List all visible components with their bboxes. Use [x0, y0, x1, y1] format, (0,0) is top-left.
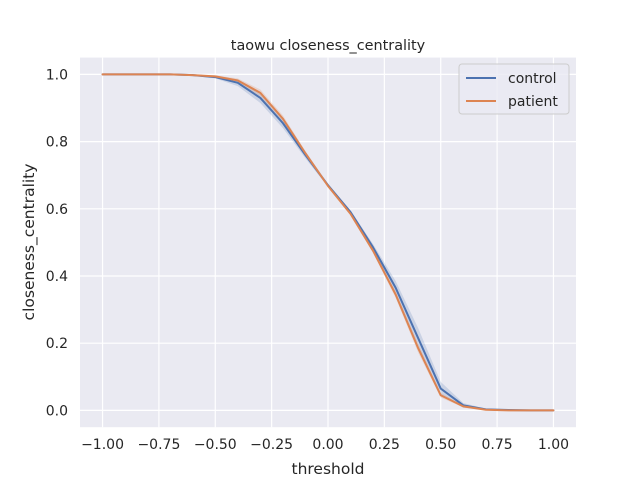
y-tick-label: 0.2	[46, 336, 68, 352]
x-tick-label: 0.00	[312, 437, 343, 453]
legend-label-patient: patient	[508, 94, 558, 110]
x-tick-label: −1.00	[81, 437, 124, 453]
x-tick-label: −0.50	[194, 437, 237, 453]
x-tick-label: 0.50	[425, 437, 456, 453]
y-tick-label: 0.8	[46, 135, 68, 151]
x-tick-label: 0.75	[482, 437, 513, 453]
y-axis-ticks: 0.0 0.2 0.4 0.6 0.8 1.0	[46, 67, 68, 419]
series-lines	[101, 73, 555, 412]
x-axis-ticks: −1.00 −0.75 −0.50 −0.25 0.00 0.25 0.50 0.75 1.00	[81, 437, 569, 453]
x-axis-label: threshold	[292, 460, 365, 478]
legend-label-control: control	[508, 71, 557, 87]
x-tick-label: 0.25	[369, 437, 400, 453]
chart-title: taowu closeness_centrality	[231, 38, 426, 54]
y-tick-label: 1.0	[46, 67, 68, 83]
x-tick-label: −0.75	[137, 437, 180, 453]
x-tick-label: 1.00	[538, 437, 569, 453]
y-axis-label: closeness_centrality	[20, 164, 39, 321]
y-tick-label: 0.4	[46, 269, 68, 285]
grid-lines	[80, 57, 576, 428]
legend: control patient	[458, 63, 570, 115]
y-tick-label: 0.0	[46, 403, 68, 419]
y-tick-label: 0.6	[46, 202, 68, 218]
x-tick-label: −0.25	[250, 437, 293, 453]
line-patient	[101, 73, 555, 412]
